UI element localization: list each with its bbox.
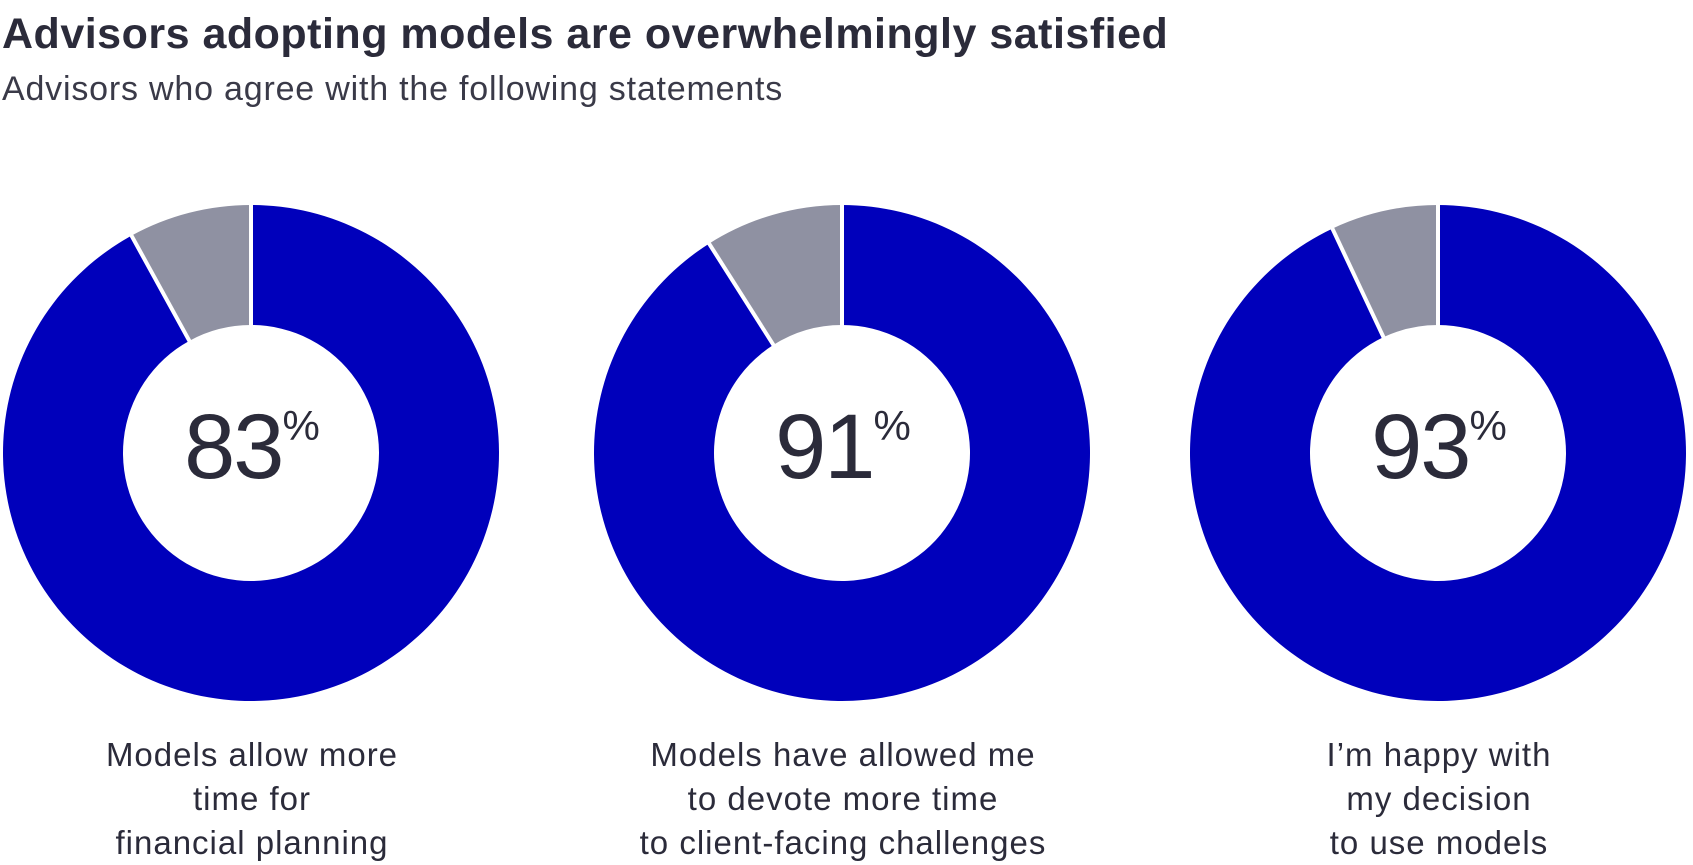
donut-3-agree-slice [1189, 205, 1686, 702]
donut-3-value: 93 [1371, 396, 1471, 498]
donut-2-value: 91 [775, 396, 875, 498]
donut-1-value: 83 [184, 396, 284, 498]
donut-3-caption-line: my decision [1346, 780, 1532, 817]
donut-1-center-value: 83% [92, 395, 412, 500]
donut-3-center-value: 93% [1279, 395, 1599, 500]
donut-1-caption-line: Models allow more [105, 736, 399, 773]
donut-1-divider [129, 233, 192, 343]
donut-3-divider [1330, 226, 1386, 339]
donut-1-caption-line: time for [192, 780, 312, 817]
donut-2-caption: Models have allowed me to devote more ti… [583, 733, 1103, 865]
donut-3-caption-line: to use models [1329, 824, 1549, 861]
donut-2 [593, 204, 1090, 701]
donut-2-agree-slice [593, 205, 1090, 701]
donut-3-pct-symbol: % [1469, 402, 1507, 449]
donut-3-caption-line: I’m happy with [1326, 736, 1552, 773]
donut-2-caption-line: to devote more time [687, 780, 999, 817]
donut-3-other-slice [1332, 205, 1438, 338]
donut-1-agree-slice [2, 205, 500, 701]
donut-3-caption: I’m happy with my decision to use models [1179, 733, 1693, 865]
donut-1-caption-line: financial planning [115, 824, 389, 861]
donut-3 [1189, 204, 1686, 702]
donut-2-divider [706, 241, 776, 347]
donut-2-center-value: 91% [683, 395, 1003, 500]
donut-1-pct-symbol: % [282, 402, 320, 449]
chart-title: Advisors adopting models are overwhelmin… [2, 10, 1169, 58]
donut-1 [2, 204, 500, 701]
donut-1-caption: Models allow more time for financial pla… [0, 733, 512, 865]
donut-2-pct-symbol: % [873, 402, 911, 449]
chart-subtitle: Advisors who agree with the following st… [2, 70, 784, 108]
donut-2-caption-line: to client-facing challenges [639, 824, 1047, 861]
donut-2-caption-line: Models have allowed me [650, 736, 1036, 773]
donut-2-other-slice [709, 205, 842, 345]
donut-1-other-slice [131, 205, 251, 341]
